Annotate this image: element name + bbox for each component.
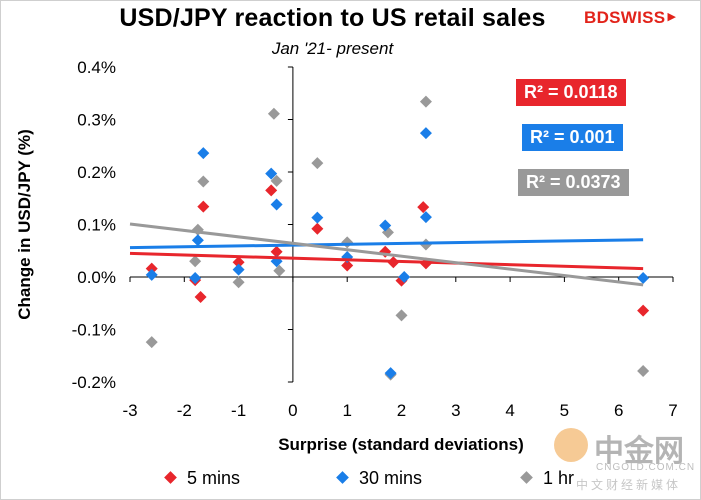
- x-tick-label: 2: [397, 401, 406, 420]
- chart-subtitle: Jan '21- present: [271, 39, 394, 58]
- data-point-30-mins: [379, 219, 392, 232]
- legend-label: 5 mins: [187, 468, 241, 488]
- data-point-1-hr: [273, 264, 286, 277]
- data-point-5-mins: [417, 201, 430, 214]
- data-point-30-mins: [419, 127, 432, 140]
- y-tick-label: -0.2%: [72, 373, 116, 392]
- data-point-5-mins: [194, 290, 207, 303]
- r2-label-30-mins: R² = 0.001: [522, 124, 623, 151]
- r2-label-1-hr: R² = 0.0373: [518, 169, 629, 196]
- trendline-5-mins: [129, 251, 644, 271]
- x-tick-label: 7: [668, 401, 677, 420]
- data-point-1-hr: [232, 276, 245, 289]
- data-point-30-mins: [145, 268, 158, 281]
- legend-label: 30 mins: [359, 468, 423, 488]
- data-point-30-mins: [265, 167, 278, 180]
- legend-item-1-hr: 1 hr: [520, 468, 575, 489]
- x-tick-label: 3: [451, 401, 460, 420]
- chart-title: USD/JPY reaction to US retail sales: [119, 4, 546, 32]
- trendline-1-hr: [129, 222, 644, 287]
- data-point-5-mins: [265, 184, 278, 197]
- data-point-1-hr: [270, 174, 283, 187]
- data-point-30-mins: [398, 271, 411, 283]
- y-tick-label: 0.1%: [77, 216, 116, 235]
- watermark-logo-icon: [554, 428, 588, 462]
- data-point-5-mins: [197, 200, 210, 213]
- data-point-30-mins: [384, 367, 397, 380]
- y-tick-label: 0.3%: [77, 111, 116, 130]
- x-tick-label: 1: [342, 401, 351, 420]
- y-tick-label: 0.2%: [77, 163, 116, 182]
- x-tick-label: 5: [560, 401, 569, 420]
- data-point-30-mins: [232, 263, 245, 276]
- brand-logo-part1: BD: [584, 8, 610, 27]
- x-tick-label: 6: [614, 401, 623, 420]
- data-point-1-hr: [637, 364, 650, 377]
- x-axis-title: Surprise (standard deviations): [278, 435, 524, 454]
- data-point-1-hr: [189, 255, 202, 268]
- data-point-30-mins: [637, 272, 650, 285]
- x-tick-label: 4: [505, 401, 514, 420]
- data-point-1-hr: [197, 175, 210, 188]
- data-point-1-hr: [311, 157, 324, 170]
- legend-diamond-icon: [520, 471, 533, 484]
- data-point-30-mins: [419, 211, 432, 224]
- x-tick-label: -3: [122, 401, 137, 420]
- data-point-30-mins: [270, 198, 283, 211]
- data-point-1-hr: [395, 309, 408, 322]
- legend-item-30-mins: 30 mins: [336, 468, 423, 489]
- brand-logo-part2: SWISS: [609, 8, 666, 27]
- y-tick-label: -0.1%: [72, 321, 116, 340]
- data-point-5-mins: [311, 222, 324, 235]
- data-point-5-mins: [637, 304, 650, 317]
- y-tick-label: 0.0%: [77, 268, 116, 287]
- data-point-30-mins: [191, 234, 204, 247]
- y-tick-label: 0.4%: [77, 58, 116, 77]
- data-point-1-hr: [419, 95, 432, 108]
- brand-logo: BDSWISS ▶: [584, 8, 676, 28]
- data-point-30-mins: [197, 147, 210, 160]
- legend-diamond-icon: [164, 471, 177, 484]
- x-tick-label: 0: [288, 401, 297, 420]
- watermark: 中金网 CNGOLD.COM.CN 中文财经新媒体: [548, 424, 700, 494]
- legend-diamond-icon: [336, 471, 349, 484]
- legend-label: 1 hr: [543, 468, 575, 488]
- watermark-cn-name: 中金网: [594, 434, 684, 469]
- data-point-1-hr: [341, 236, 354, 249]
- data-point-5-mins: [270, 245, 283, 258]
- brand-arrow-icon: ▶: [667, 11, 677, 23]
- data-point-30-mins: [189, 272, 202, 285]
- data-point-5-mins: [341, 259, 354, 272]
- data-point-30-mins: [311, 211, 324, 224]
- x-tick-label: -2: [177, 401, 192, 420]
- watermark-tagline: 中文财经新媒体: [576, 478, 682, 492]
- watermark-url: CNGOLD.COM.CN: [596, 462, 696, 473]
- r2-label-5-mins: R² = 0.0118: [516, 79, 626, 106]
- data-point-1-hr: [267, 107, 280, 120]
- legend-item-5-mins: 5 mins: [164, 468, 241, 489]
- y-axis-title: Change in USD/JPY (%): [15, 129, 34, 320]
- trendline-30-mins: [129, 238, 644, 250]
- data-point-5-mins: [232, 256, 245, 269]
- x-tick-label: -1: [231, 401, 246, 420]
- data-point-1-hr: [145, 336, 158, 349]
- data-point-5-mins: [145, 262, 158, 275]
